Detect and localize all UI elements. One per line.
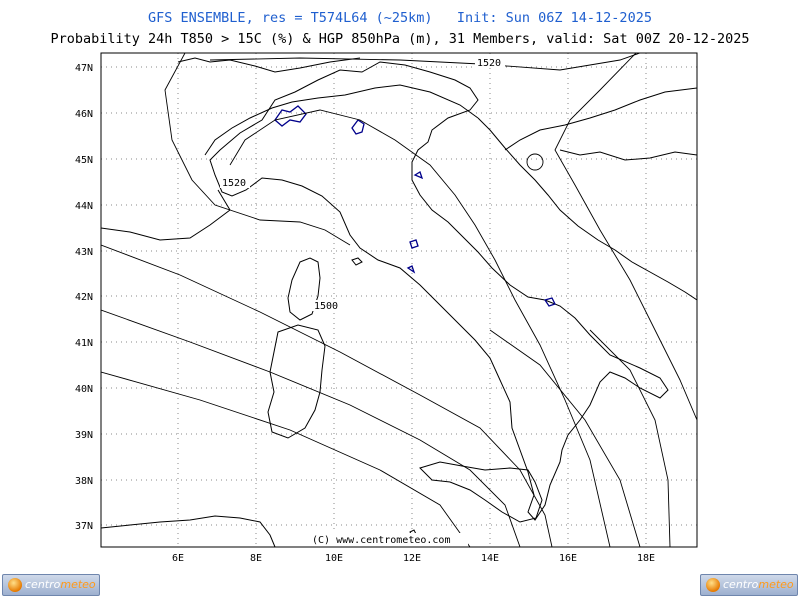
copyright-text: (C) www.centrometeo.com	[312, 535, 450, 546]
grid-lines	[101, 53, 697, 547]
lakes	[274, 105, 556, 307]
lon-tick: 8E	[250, 553, 262, 564]
lon-tick: 18E	[637, 553, 655, 564]
lat-tick: 43N	[75, 247, 93, 258]
contour-label: 1520	[222, 178, 246, 189]
map-frame	[100, 52, 698, 548]
lat-tick: 44N	[75, 201, 93, 212]
lat-tick: 37N	[75, 521, 93, 532]
lon-tick: 12E	[403, 553, 421, 564]
lat-tick: 46N	[75, 109, 93, 120]
lat-tick: 42N	[75, 292, 93, 303]
lon-tick: 14E	[481, 553, 499, 564]
lat-tick: 45N	[75, 155, 93, 166]
contour-label-bg	[475, 57, 505, 68]
contour-label: 1500	[314, 301, 338, 312]
lon-tick: 10E	[325, 553, 343, 564]
longitude-ticks: 6E 8E 10E 12E 14E 16E 18E	[172, 553, 655, 564]
contour-label-bg	[220, 177, 250, 188]
geopotential-contours	[101, 53, 697, 547]
map-plot-area	[101, 53, 697, 547]
map-subtitle: Probability 24h T850 > 15C (%) & HGP 850…	[50, 31, 750, 47]
contour-label-bg	[312, 300, 336, 311]
map-title: GFS ENSEMBLE, res = T574L64 (~25km) Init…	[148, 10, 652, 26]
globe-icon	[706, 578, 720, 592]
lat-tick: 39N	[75, 430, 93, 441]
contour-label: 1520	[477, 58, 501, 69]
lon-tick: 6E	[172, 553, 184, 564]
lat-tick: 41N	[75, 338, 93, 349]
logo-text: centrometeo	[25, 578, 96, 591]
lon-tick: 16E	[559, 553, 577, 564]
copyright-bg	[308, 533, 468, 545]
centrometeo-logo-left[interactable]: centrometeo	[2, 574, 100, 596]
logo-text: centrometeo	[723, 578, 794, 591]
lat-tick: 40N	[75, 384, 93, 395]
centrometeo-logo-right[interactable]: centrometeo	[700, 574, 798, 596]
globe-icon	[8, 578, 22, 592]
lat-tick: 38N	[75, 476, 93, 487]
lat-tick: 47N	[75, 63, 93, 74]
coastlines	[101, 57, 697, 547]
latitude-ticks: 47N 46N 45N 44N 43N 42N 41N 40N 39N 38N …	[75, 63, 93, 532]
